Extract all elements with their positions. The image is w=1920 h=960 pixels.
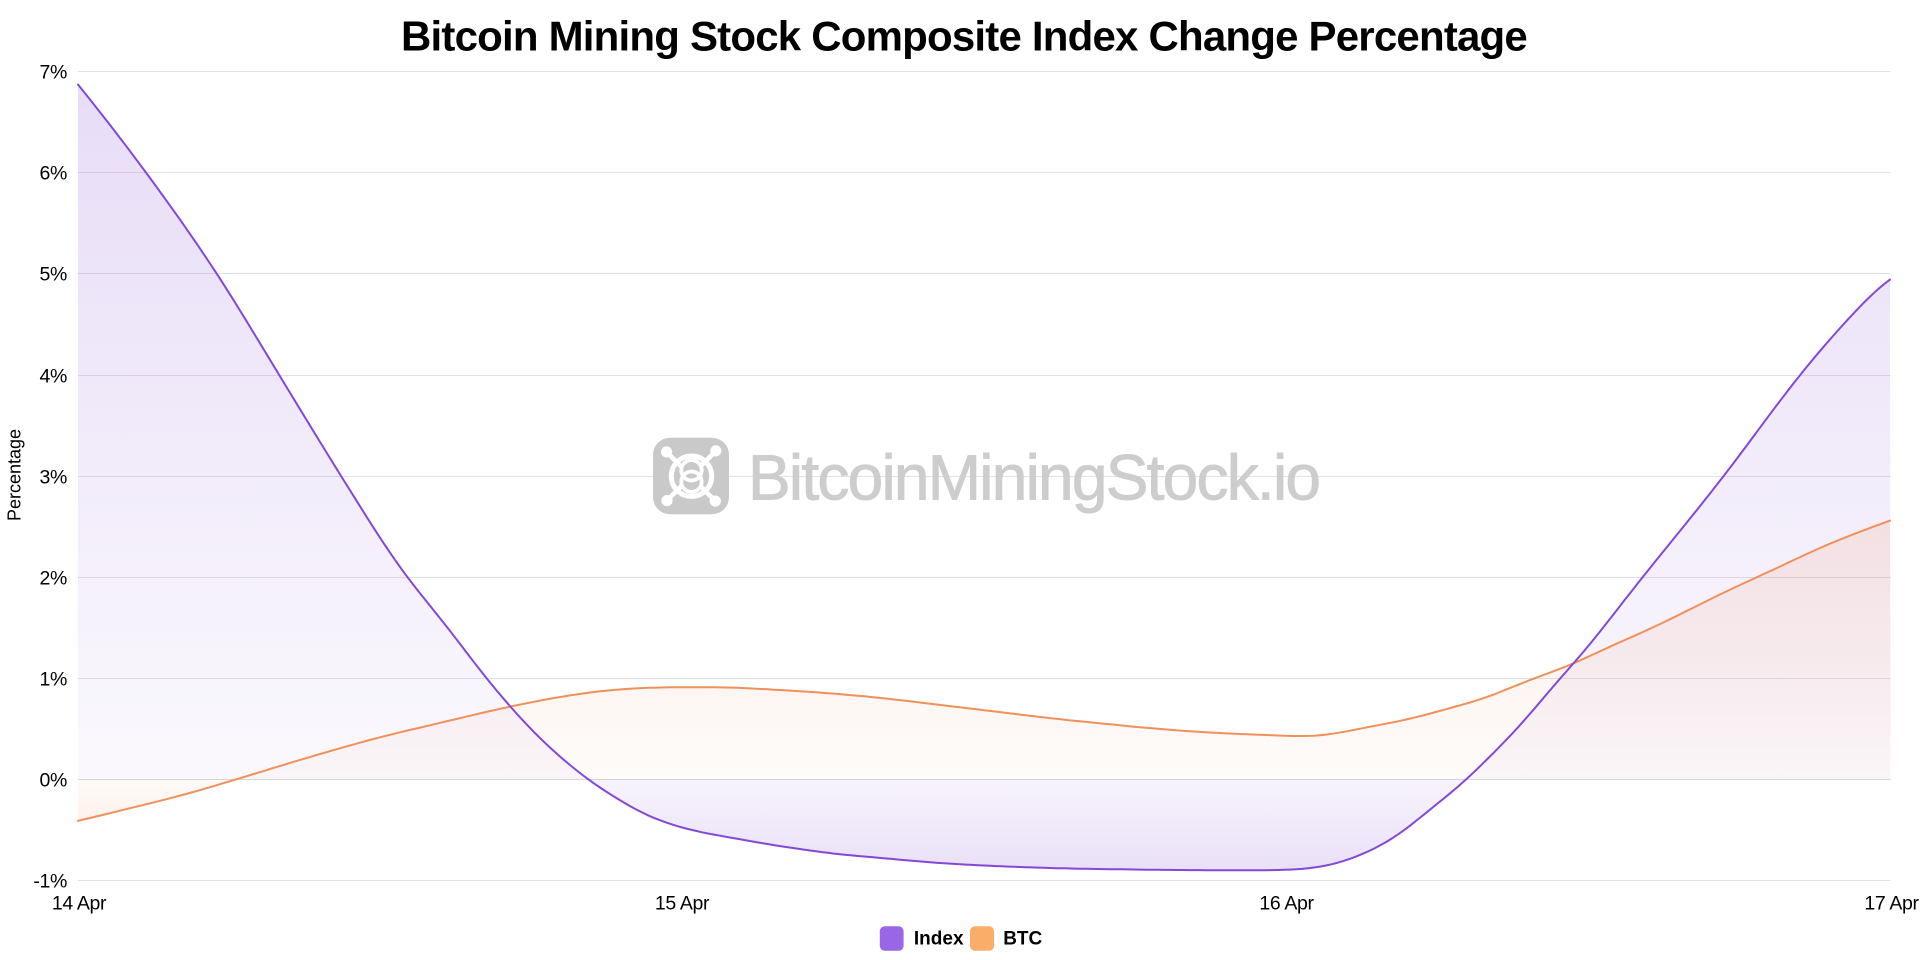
svg-text:3%: 3% [40,467,67,489]
svg-text:5%: 5% [40,264,67,286]
svg-text:0%: 0% [40,770,67,792]
svg-text:7%: 7% [40,62,67,84]
svg-text:6%: 6% [40,163,67,185]
svg-text:Index: Index [914,928,964,949]
svg-text:16 Apr: 16 Apr [1259,893,1314,915]
svg-text:-1%: -1% [33,871,67,893]
svg-text:Bitcoin Mining Stock Composite: Bitcoin Mining Stock Composite Index Cha… [401,13,1527,60]
svg-text:BTC: BTC [1003,928,1042,949]
svg-text:14 Apr: 14 Apr [52,893,107,915]
svg-text:2%: 2% [40,568,67,590]
svg-text:BitcoinMiningStock.io: BitcoinMiningStock.io [748,442,1321,514]
svg-text:17 Apr: 17 Apr [1864,893,1919,915]
svg-text:Percentage: Percentage [5,429,25,521]
svg-text:15 Apr: 15 Apr [655,893,710,915]
svg-text:1%: 1% [40,669,67,691]
svg-text:4%: 4% [40,366,67,388]
